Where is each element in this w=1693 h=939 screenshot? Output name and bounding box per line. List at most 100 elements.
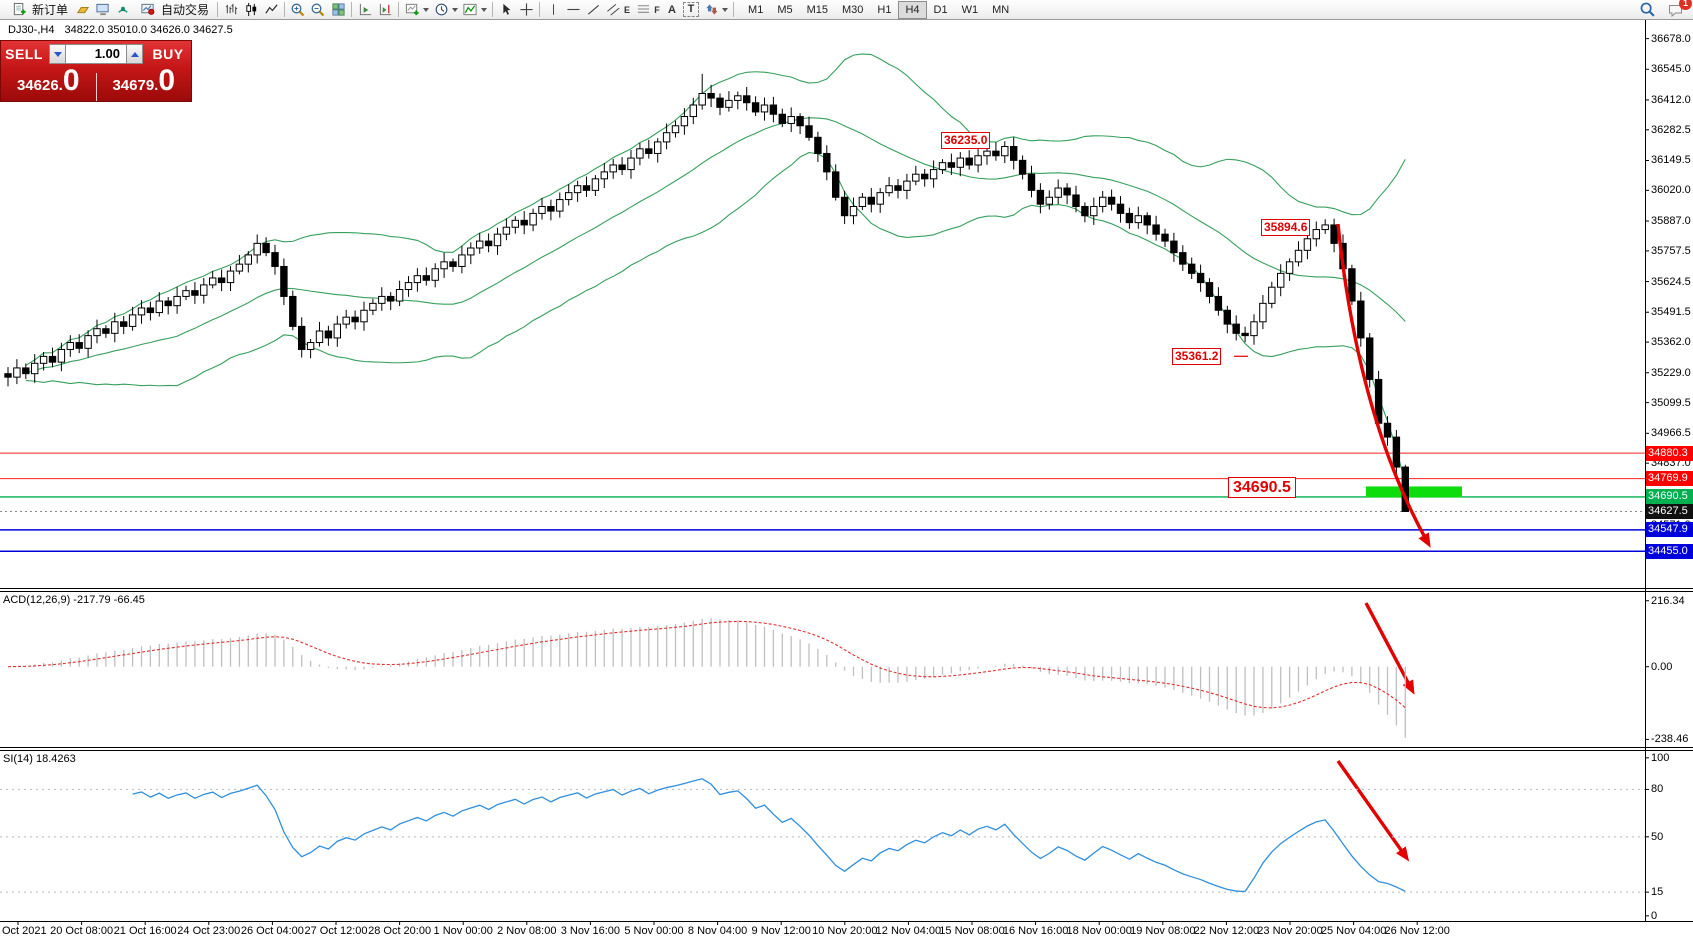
notifications-icon[interactable]: 1: [1665, 0, 1692, 19]
time-label: 26 Nov 12:00: [1384, 925, 1450, 937]
trend-arrow-3[interactable]: [1336, 760, 1410, 862]
macd-tick-label: 216.34: [1651, 594, 1685, 607]
price-badge-34690.5: 34690.5: [1646, 489, 1693, 505]
crosshair-icon[interactable]: [516, 1, 536, 19]
time-label: 18 Nov 00:00: [1066, 925, 1132, 937]
tf-button-M1[interactable]: M1: [748, 3, 764, 16]
time-label: 3 Nov 16:00: [560, 925, 621, 937]
volume-increase-button[interactable]: [126, 44, 143, 64]
indicators-icon[interactable]: [460, 1, 480, 19]
sell-button[interactable]: SELL: [5, 46, 43, 62]
price-tick-label: 36678.0: [1651, 32, 1691, 45]
horizontal-line-icon[interactable]: [563, 1, 583, 19]
candles: [4, 73, 1409, 512]
text-tool-icon[interactable]: A: [668, 3, 676, 16]
ohlc-values: 34822.0 35010.0 34626.0 34627.5: [64, 24, 233, 36]
time-label: 8 Nov 04:00: [687, 925, 748, 937]
price-annotation-35361.2[interactable]: 35361.2: [1172, 347, 1222, 365]
price-annotation-34690.5[interactable]: 34690.5: [1228, 477, 1296, 499]
tf-button-H1[interactable]: H1: [877, 3, 892, 16]
toolbar-separator: [539, 2, 541, 17]
sell-price[interactable]: 34626.0: [16, 64, 80, 97]
price-tick-label: 36282.5: [1651, 123, 1691, 136]
time-label: 2 Nov 08:00: [497, 925, 557, 937]
shapes-icon[interactable]: [701, 1, 721, 19]
rsi-tick-label: 100: [1651, 751, 1670, 764]
channel-icon[interactable]: [603, 1, 623, 19]
trend-arrow-2[interactable]: [1364, 602, 1415, 695]
new-chart-caret[interactable]: [423, 7, 430, 12]
time-label: 23 Nov 20:00: [1257, 925, 1323, 937]
new-order-button[interactable]: 新订单: [4, 1, 73, 19]
time-label: 25 Nov 04:00: [1320, 925, 1387, 937]
bar-chart-icon[interactable]: [221, 1, 241, 19]
new-order-icon: [9, 1, 29, 19]
tf-button-W1[interactable]: W1: [961, 3, 979, 16]
chart-shift-icon[interactable]: [375, 1, 395, 19]
zoom-out-icon[interactable]: [308, 1, 328, 19]
price-tick-label: 35491.5: [1651, 306, 1691, 319]
trend-arrow-1[interactable]: [1336, 223, 1431, 548]
time-axis[interactable]: [0, 901, 1645, 919]
toolbar: 新订单 自动交易: [0, 0, 1693, 20]
autotrading-button[interactable]: 自动交易: [133, 1, 214, 19]
price-annotation-35894.6[interactable]: 35894.6: [1261, 218, 1311, 236]
price-tick-label: 36412.0: [1651, 93, 1691, 106]
tile-windows-icon[interactable]: [328, 1, 348, 19]
toolbar-separator: [398, 2, 400, 17]
support-zone-highlight[interactable]: [1366, 486, 1462, 498]
rsi-line: [132, 778, 1406, 893]
price-tick-label: 35229.0: [1651, 366, 1691, 379]
price-tick-label: 35757.5: [1651, 244, 1691, 257]
price-annotation-36235.0[interactable]: 36235.0: [941, 132, 991, 150]
time-label: 12 Nov 04:00: [875, 925, 942, 937]
candlestick-chart-icon[interactable]: [241, 1, 261, 19]
tf-button-M5[interactable]: M5: [777, 3, 793, 16]
auto-scroll-icon[interactable]: [355, 1, 375, 19]
trendline-icon[interactable]: [583, 1, 603, 19]
shapes-caret[interactable]: [722, 7, 729, 12]
rsi-tick-label: 15: [1651, 886, 1664, 899]
tf-button-M15[interactable]: M15: [806, 3, 828, 16]
tf-button-H4[interactable]: H4: [898, 0, 927, 19]
bollinger-lower: [25, 152, 1406, 484]
toolbar-separator: [733, 2, 735, 17]
search-icon[interactable]: [1637, 1, 1657, 19]
market-watch-icon[interactable]: [73, 1, 93, 19]
time-label: 28 Oct 20:00: [368, 925, 432, 937]
indicators-caret[interactable]: [481, 7, 488, 12]
price-badge-34455.0: 34455.0: [1646, 543, 1693, 559]
fibonacci-icon[interactable]: [633, 1, 653, 19]
tf-button-M30[interactable]: M30: [842, 3, 864, 16]
signals-icon[interactable]: [113, 1, 133, 19]
rsi-tick-label: 80: [1651, 783, 1664, 796]
triangle-up-icon: [130, 51, 139, 57]
tf-button-D1[interactable]: D1: [933, 3, 948, 16]
new-order-label: 新订单: [32, 3, 69, 17]
volume-decrease-button[interactable]: [49, 44, 66, 64]
zoom-in-icon[interactable]: [288, 1, 308, 19]
volume-input[interactable]: 1.00: [66, 44, 126, 64]
terminal-icon[interactable]: [93, 1, 113, 19]
toolbar-separator: [492, 2, 494, 17]
toolbar-separator: [217, 2, 219, 17]
time-label: 27 Oct 12:00: [304, 925, 368, 937]
volume-stepper: 1.00: [49, 44, 143, 64]
chart-area[interactable]: DJ30-,H4 34822.0 35010.0 34626.0 34627.5 …: [0, 20, 1693, 939]
periodicity-clock-icon[interactable]: [431, 1, 451, 19]
periodicity-caret[interactable]: [452, 7, 459, 12]
time-label: 16 Nov 16:00: [1002, 925, 1069, 937]
triangle-down-icon: [53, 51, 62, 57]
cursor-icon[interactable]: [496, 1, 516, 19]
tf-button-MN[interactable]: MN: [992, 3, 1010, 16]
vertical-line-icon[interactable]: [543, 1, 563, 19]
channel-glyph: E: [624, 4, 631, 15]
buy-button[interactable]: BUY: [152, 46, 184, 62]
new-chart-icon[interactable]: [402, 1, 422, 19]
buy-price[interactable]: 34679.0: [112, 64, 176, 97]
notification-badge: 1: [1679, 0, 1692, 10]
label-tool-icon[interactable]: T: [683, 2, 700, 17]
line-chart-icon[interactable]: [261, 1, 281, 19]
